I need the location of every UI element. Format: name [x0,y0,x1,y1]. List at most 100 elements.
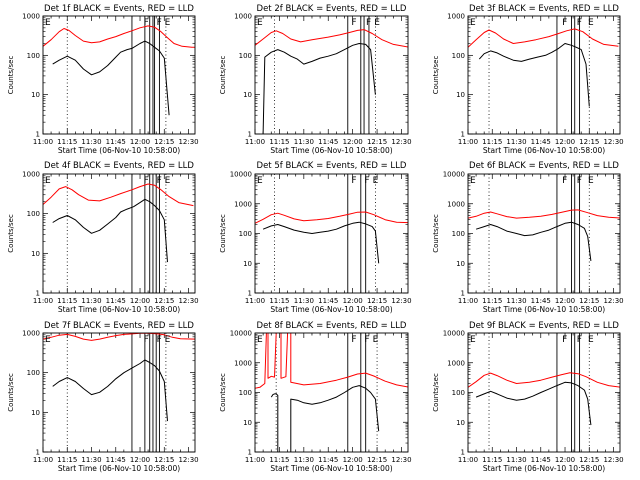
region-label: F [366,18,371,28]
y-tick-label: 10 [31,250,40,258]
events-series-line [475,381,592,426]
lld-series-line [280,333,289,379]
x-tick-label: 11:15 [482,456,502,464]
x-tick-label: 11:45 [106,456,126,464]
events-series-line [262,43,376,134]
plot-frame [467,15,621,135]
y-tick-label: 1000 [447,200,465,208]
chart-title: Det 4f BLACK = Events, RED = LLD [44,161,194,171]
chart-title: Det 7f BLACK = Events, RED = LLD [44,321,194,331]
x-tick-label: 11:00 [33,138,53,146]
x-tick-label: 11:45 [531,456,551,464]
y-tick-label: 1 [248,131,252,139]
region-label: F [364,335,369,345]
region-label: F [144,176,149,186]
x-tick-label: 11:30 [81,456,101,464]
region-label: F [577,176,582,186]
chart-title: Det 1f BLACK = Events, RED = LLD [44,4,194,14]
y-tick-label: 1000 [447,13,465,21]
x-tick-label: 11:45 [531,297,551,305]
y-axis-label: Counts/sec [219,56,227,95]
y-axis-label: Counts/sec [219,214,227,253]
x-axis-label: Start Time (06-Nov-10 10:58:00) [270,146,392,155]
x-tick-label: 11:45 [318,456,338,464]
plot-area [468,16,619,134]
region-label: E [165,335,171,345]
plot-area [43,333,195,452]
region-label: E [45,335,51,345]
x-tick-label: 11:15 [482,138,502,146]
x-axis-label: Start Time (06-Nov-10 10:58:00) [270,464,392,473]
x-tick-label: 11:45 [318,138,338,146]
lld-series-line [255,29,408,48]
lld-series-line [43,333,195,341]
x-tick-label: 11:15 [269,456,289,464]
chart-panel: Det 6f BLACK = Events, RED = LLD Counts/s… [432,161,624,314]
x-tick-label: 12:00 [555,297,575,305]
y-tick-label: 100 [27,369,40,377]
y-axis-label: Counts/sec [432,214,440,253]
y-tick-label: 1000 [234,200,252,208]
region-label: F [562,335,567,345]
x-tick-label: 11:30 [294,456,314,464]
y-tick-label: 1 [36,290,40,298]
plot-area [255,333,408,452]
y-tick-label: 10000 [230,330,252,338]
plot-frame [254,15,409,135]
chart-panel: Det 9f BLACK = Events, RED = LLD Counts/s… [432,321,624,473]
x-tick-label: 12:00 [130,297,150,305]
chart-title: Det 5f BLACK = Events, RED = LLD [257,161,407,171]
x-tick-label: 11:30 [506,297,526,305]
region-label: E [45,176,51,186]
x-tick-label: 12:00 [130,456,150,464]
x-tick-label: 11:30 [294,297,314,305]
x-axis-label: Start Time (06-Nov-10 10:58:00) [58,305,180,314]
x-tick-label: 11:15 [57,138,77,146]
y-tick-label: 10 [243,419,252,427]
region-label: E [588,176,594,186]
x-tick-label: 11:00 [458,138,478,146]
region-label: F [577,18,582,28]
x-axis-label: Start Time (06-Nov-10 10:58:00) [58,464,180,473]
x-tick-label: 11:15 [269,297,289,305]
y-tick-label: 1000 [22,330,40,338]
y-tick-label: 1000 [22,171,40,179]
chart-panel: Det 4f BLACK = Events, RED = LLD Counts/s… [7,161,199,314]
chart-panel: Det 1f BLACK = Events, RED = LLD Counts/s… [7,4,199,155]
x-tick-label: 11:15 [57,297,77,305]
x-tick-label: 12:15 [367,138,387,146]
x-tick-label: 12:00 [343,456,363,464]
region-label: E [470,176,476,186]
plot-frame [42,15,196,135]
x-tick-label: 12:30 [178,456,198,464]
region-label: E [257,176,263,186]
y-tick-label: 10 [243,260,252,268]
region-label: E [373,176,379,186]
lld-series-line [43,183,194,207]
y-axis-label: Counts/sec [432,56,440,95]
x-tick-label: 12:15 [367,297,387,305]
x-axis-label: Start Time (06-Nov-10 10:58:00) [58,146,180,155]
x-tick-label: 11:30 [294,138,314,146]
y-tick-label: 100 [452,389,465,397]
events-series-line [262,221,380,264]
chart-panel: Det 5f BLACK = Events, RED = LLD Counts/s… [219,161,412,314]
x-tick-label: 12:15 [154,138,174,146]
x-axis-label: Start Time (06-Nov-10 10:58:00) [483,146,605,155]
chart-panel: Det 2f BLACK = Events, RED = LLD Counts/s… [219,4,412,155]
x-tick-label: 11:15 [57,456,77,464]
x-tick-label: 12:00 [555,456,575,464]
x-tick-label: 11:15 [482,297,502,305]
x-tick-label: 11:00 [245,456,265,464]
y-tick-label: 10 [243,91,252,99]
region-label: E [470,335,476,345]
plot-frame [42,173,196,294]
x-tick-label: 11:00 [458,297,478,305]
chart-title: Det 8f BLACK = Events, RED = LLD [257,321,407,331]
x-tick-label: 11:45 [531,138,551,146]
x-tick-label: 12:30 [178,297,198,305]
x-tick-label: 11:45 [106,138,126,146]
x-tick-label: 12:30 [603,138,623,146]
region-label: E [373,335,379,345]
x-axis-label: Start Time (06-Nov-10 10:58:00) [483,305,605,314]
